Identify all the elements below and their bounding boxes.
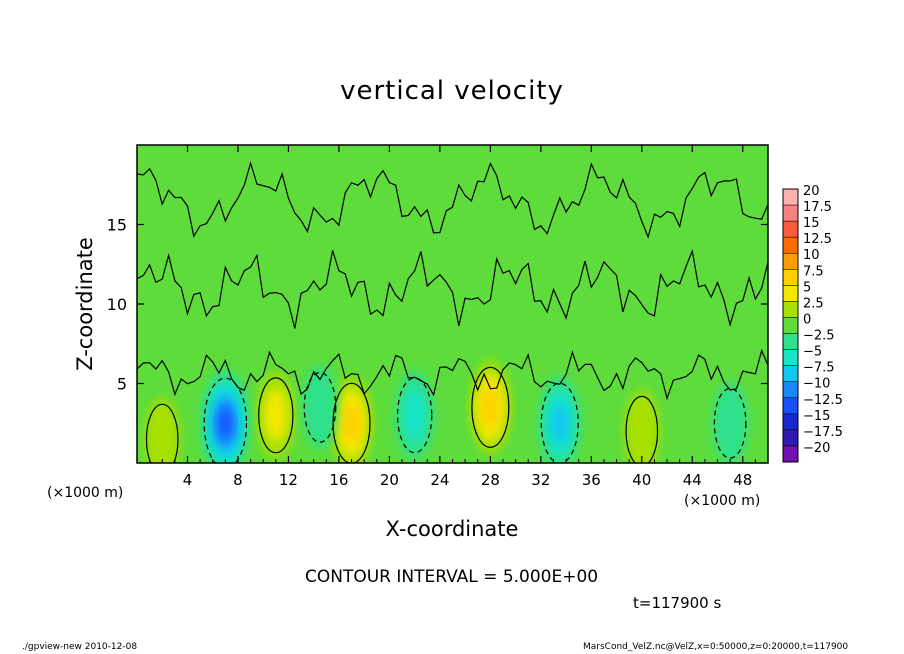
colorbar-swatch xyxy=(783,301,798,318)
plot-area xyxy=(136,144,769,464)
colorbar-label: 10 xyxy=(803,248,820,263)
x-tick-label: 8 xyxy=(233,471,243,489)
colorbar-swatch xyxy=(783,221,798,238)
colorbar-label: −5 xyxy=(803,345,822,360)
field-feature-downdraft xyxy=(403,388,427,442)
contour-interval-note: CONTOUR INTERVAL = 5.000E+00 xyxy=(305,567,599,587)
zero-contour-upper xyxy=(137,160,768,239)
colorbar-label: 17.5 xyxy=(803,200,832,215)
contour-downdraft xyxy=(303,371,337,443)
x-tick-label: 24 xyxy=(430,471,449,489)
colorbar-label: 7.5 xyxy=(803,264,824,279)
colorbar-label: −2.5 xyxy=(803,329,835,344)
contour-updraft xyxy=(258,377,294,454)
x-axis: 4 8 12 16 20 24 28 32 36 40 44 48 xyxy=(149,145,756,489)
footer-source-info: MarsCond_VelZ.nc@VelZ,x=0:50000,z=0:2000… xyxy=(583,642,849,652)
contour-downdraft xyxy=(203,377,248,463)
x-tick-label: 36 xyxy=(582,471,601,489)
colorbar-label: 5 xyxy=(803,280,811,295)
colorbar-swatch xyxy=(783,349,798,367)
colorbar-label: 12.5 xyxy=(803,232,832,247)
colorbar-label: −10 xyxy=(803,377,830,392)
x-tick-label: 20 xyxy=(380,471,399,489)
x-axis-title: X-coordinate xyxy=(386,517,519,541)
contour-downdraft xyxy=(540,382,579,463)
field-feature-downdraft xyxy=(218,408,232,438)
colorbar-swatch xyxy=(783,205,798,222)
zero-contour-middle xyxy=(137,248,768,329)
field-feature-downdraft xyxy=(550,403,569,444)
y-tick-label: 10 xyxy=(107,295,127,314)
zero-contour-lower xyxy=(137,348,768,401)
chart-title: vertical velocity xyxy=(340,76,564,106)
colorbar-label: 20 xyxy=(803,184,820,199)
field-features xyxy=(144,360,748,463)
contour-lines xyxy=(137,160,768,463)
colorbar-label: 0 xyxy=(803,312,811,327)
colorbar-swatch xyxy=(783,429,798,447)
field-feature-updraft xyxy=(342,403,361,444)
colorbar-swatch xyxy=(783,285,798,302)
contour-updraft xyxy=(145,403,179,463)
footer-program-date: ./gpview-new 2010-12-08 xyxy=(22,642,138,652)
x-tick-label: 48 xyxy=(733,471,752,489)
y-tick-label: 5 xyxy=(117,375,127,394)
colorbar-label: 15 xyxy=(803,216,820,231)
colorbar-label: −15 xyxy=(803,409,830,424)
colorbar-label: 2.5 xyxy=(803,296,824,311)
y-axis: 5 10 15 xyxy=(107,216,768,394)
x-unit-label: (×1000 m) xyxy=(684,493,760,509)
contour-updraft xyxy=(625,395,659,463)
colorbar-swatch xyxy=(783,317,798,335)
colorbar-swatch xyxy=(783,381,798,399)
colorbar-swatch xyxy=(783,189,798,206)
field-feature-updraft xyxy=(144,398,180,463)
colorbar-swatch xyxy=(783,333,798,351)
field-feature-downdraft xyxy=(302,366,338,449)
colorbar-swatch xyxy=(783,365,798,383)
contour-downdraft xyxy=(396,377,433,454)
colorbar-label: −17.5 xyxy=(803,425,843,440)
y-tick-label: 15 xyxy=(107,216,127,235)
colorbar-label: −7.5 xyxy=(803,361,835,376)
y-axis-title: Z-coordinate xyxy=(73,237,97,371)
colorbar-swatch xyxy=(783,253,798,270)
x-tick-label: 44 xyxy=(683,471,702,489)
colorbar-swatch xyxy=(783,445,798,463)
x-tick-label: 32 xyxy=(531,471,550,489)
field-feature-updraft xyxy=(481,387,500,428)
x-tick-label: 4 xyxy=(183,471,193,489)
x-tick-label: 12 xyxy=(279,471,298,489)
x-tick-label: 28 xyxy=(481,471,500,489)
colorbar-swatch xyxy=(783,237,798,254)
colorbar-label: −20 xyxy=(803,441,830,456)
x-tick-label: 16 xyxy=(329,471,348,489)
colorbar-swatch xyxy=(783,413,798,431)
x-tick-label: 40 xyxy=(632,471,651,489)
colorbar-label: −12.5 xyxy=(803,393,843,408)
field-feature-updraft xyxy=(624,390,660,463)
field-feature-downdraft xyxy=(712,382,748,463)
field-feature-updraft xyxy=(264,388,288,442)
colorbar-swatch xyxy=(783,397,798,415)
colorbar-swatch xyxy=(783,269,798,286)
contour-updraft xyxy=(471,366,510,448)
y-unit-label: (×1000 m) xyxy=(47,485,123,501)
contour-downdraft xyxy=(713,387,747,459)
contour-updraft xyxy=(332,382,371,463)
time-label: t=117900 s xyxy=(633,594,722,612)
